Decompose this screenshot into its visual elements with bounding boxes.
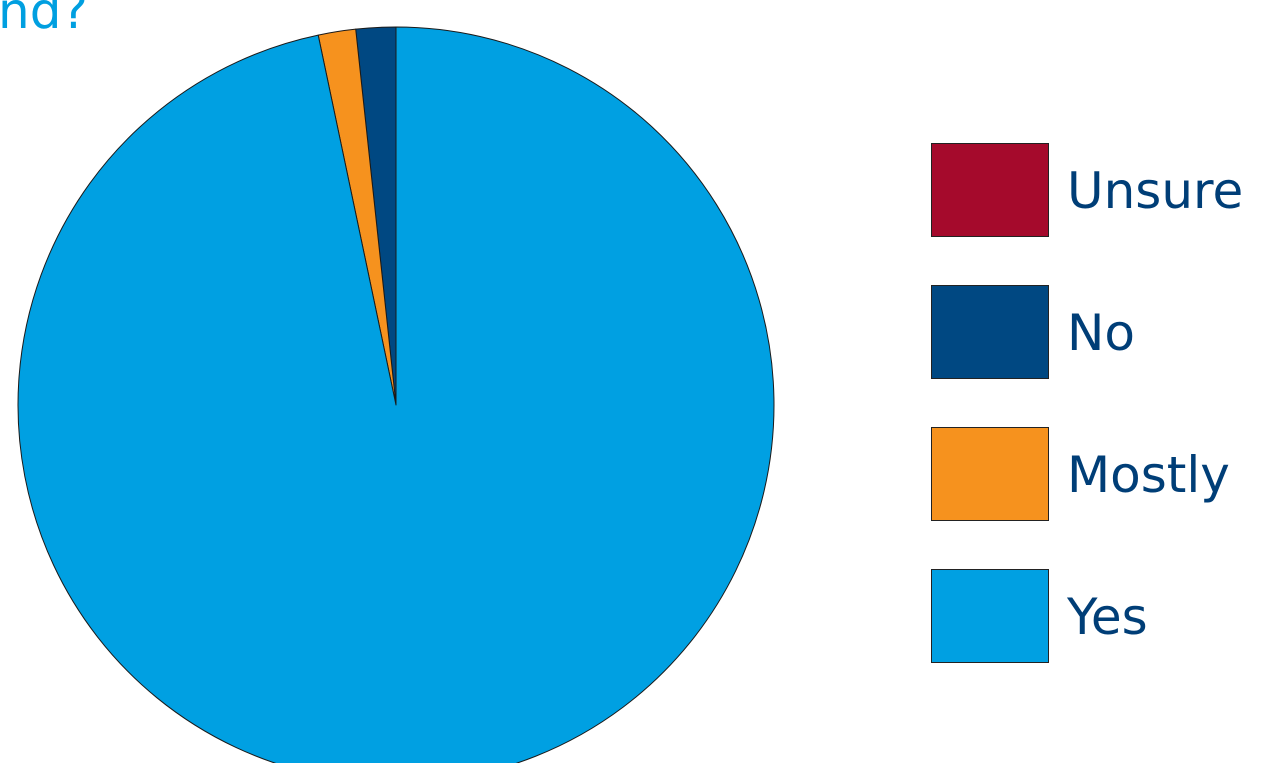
legend-swatch-no — [931, 285, 1049, 379]
legend-label-no: No — [1067, 303, 1135, 362]
legend-swatch-unsure — [931, 143, 1049, 237]
pie-slice-yes — [17, 26, 775, 763]
pie-slices — [17, 26, 775, 763]
legend-label-yes: Yes — [1067, 587, 1148, 646]
legend-label-mostly: Mostly — [1067, 445, 1230, 504]
chart-title: nd? — [0, 0, 88, 40]
legend-swatch-mostly — [931, 427, 1049, 521]
legend-swatch-yes — [931, 569, 1049, 663]
legend-label-unsure: Unsure — [1067, 161, 1244, 220]
